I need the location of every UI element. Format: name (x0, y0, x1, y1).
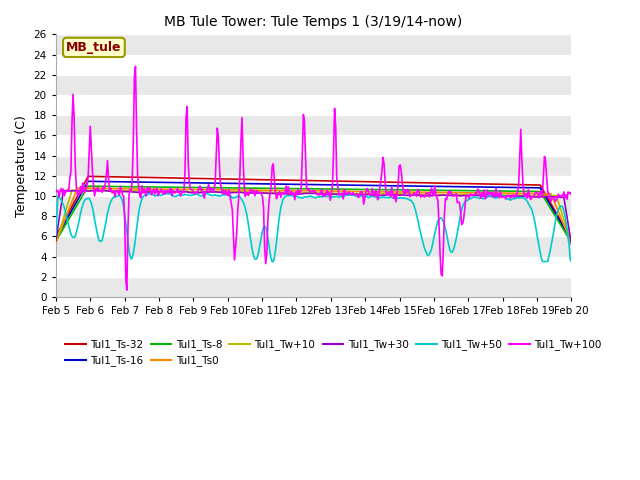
Bar (56, 14, 572, 35)
Bar (56, 95, 572, 115)
Bar (56, 256, 572, 277)
Bar (56, 135, 572, 156)
Text: MB_tule: MB_tule (66, 41, 122, 54)
Legend: Tul1_Ts-32, Tul1_Ts-16, Tul1_Ts-8, Tul1_Ts0, Tul1_Tw+10, Tul1_Tw+30, Tul1_Tw+50,: Tul1_Ts-32, Tul1_Ts-16, Tul1_Ts-8, Tul1_… (61, 335, 605, 371)
Y-axis label: Temperature (C): Temperature (C) (15, 115, 28, 216)
Bar (56, 55, 572, 75)
Title: MB Tule Tower: Tule Temps 1 (3/19/14-now): MB Tule Tower: Tule Temps 1 (3/19/14-now… (164, 15, 463, 29)
Bar (56, 176, 572, 196)
Bar (56, 216, 572, 236)
